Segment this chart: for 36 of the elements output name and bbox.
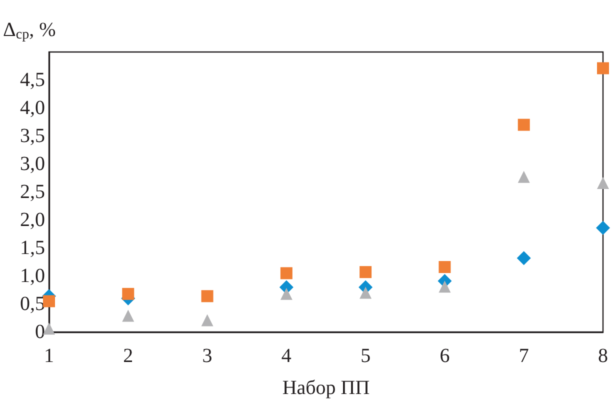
point	[516, 251, 531, 266]
x-tick-label: 7	[518, 345, 529, 367]
point	[518, 170, 530, 183]
y-tick-label: 2,0	[20, 209, 45, 231]
y-tick-label: 0,5	[20, 293, 45, 315]
point	[201, 314, 214, 326]
x-axis-title: Набор ПП	[282, 377, 370, 399]
point	[201, 290, 214, 302]
point	[43, 295, 55, 308]
x-tick-label: 1	[44, 345, 54, 367]
y-tick-label: 3,0	[20, 153, 45, 175]
point	[596, 220, 610, 235]
y-tick-label: 4,5	[20, 69, 45, 91]
point	[280, 288, 292, 300]
point	[438, 261, 451, 274]
y-tick-label: 0	[35, 321, 45, 343]
y-tick-label: 1,5	[20, 237, 45, 259]
point	[518, 118, 530, 131]
x-tick-label: 3	[202, 345, 212, 367]
y-tick-label: 2,5	[20, 181, 45, 203]
point	[122, 310, 134, 322]
point	[280, 267, 292, 280]
point	[360, 266, 372, 278]
x-tick-label: 8	[598, 345, 608, 367]
y-tick-label: 1,0	[20, 265, 45, 287]
x-tick-label: 4	[281, 345, 292, 367]
point	[360, 286, 372, 299]
point	[438, 280, 451, 293]
y-tick-label: 3,5	[20, 125, 45, 147]
point	[597, 177, 609, 190]
point	[597, 62, 609, 74]
y-tick-label: 4,0	[20, 97, 45, 119]
x-tick-label: 5	[360, 345, 371, 367]
point	[122, 288, 134, 300]
x-tick-label: 2	[123, 345, 134, 367]
x-tick-label: 6	[440, 345, 450, 367]
